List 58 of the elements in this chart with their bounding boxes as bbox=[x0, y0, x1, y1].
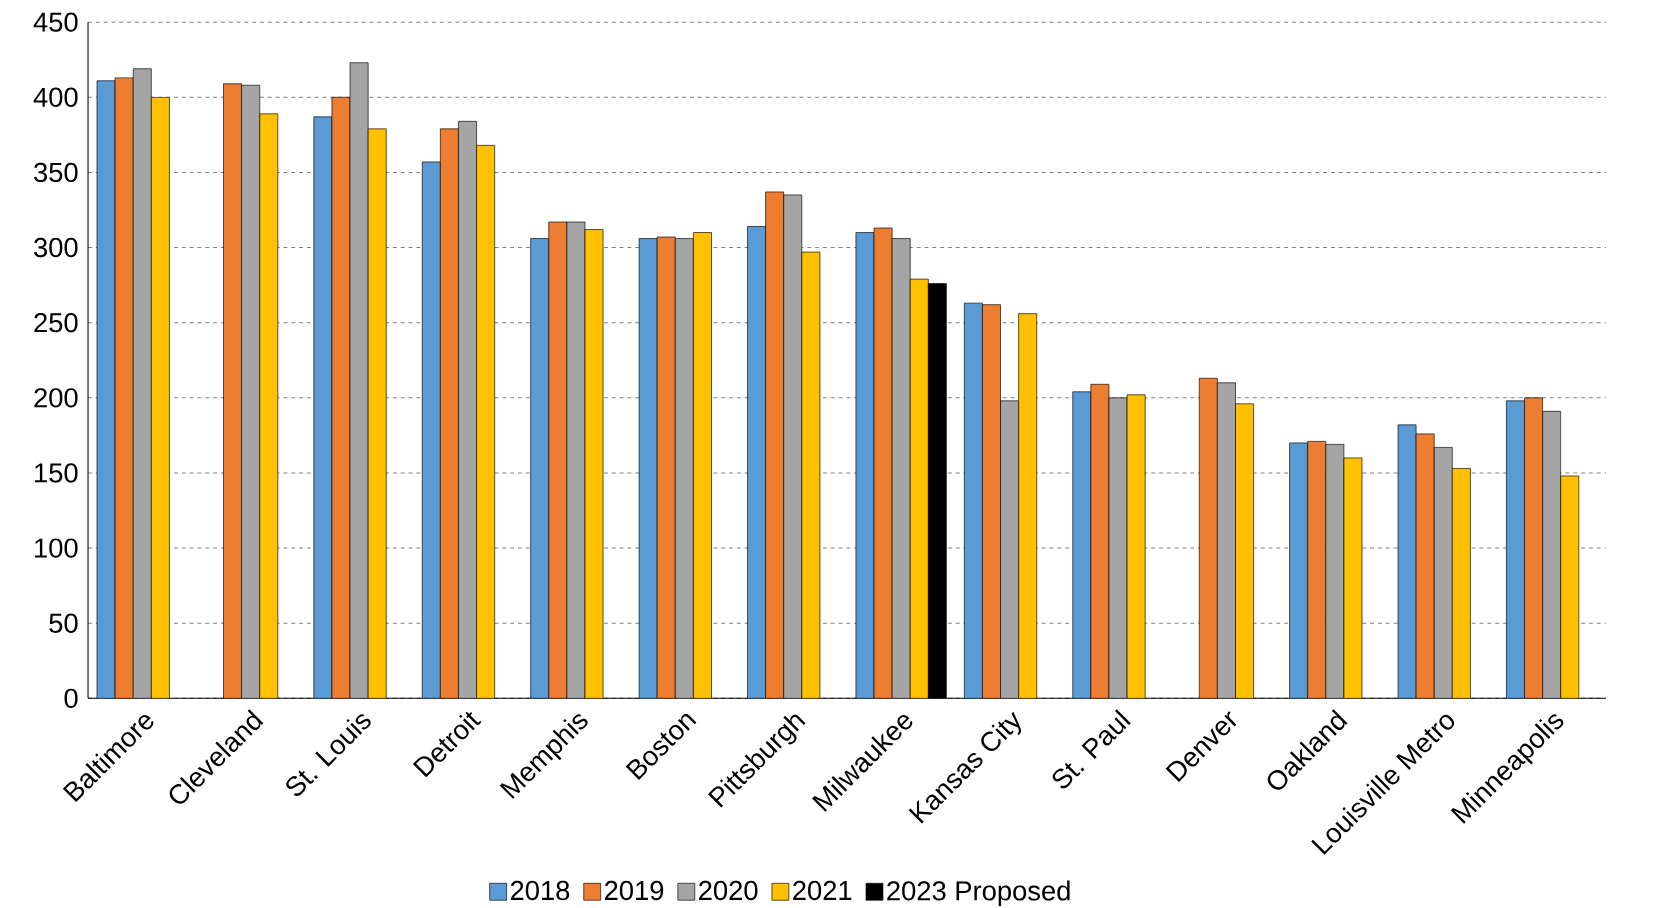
y-tick-label: 300 bbox=[34, 237, 78, 258]
bar bbox=[530, 238, 550, 699]
bar bbox=[150, 97, 170, 699]
bar bbox=[765, 191, 785, 699]
bar bbox=[1452, 468, 1471, 699]
bar bbox=[1018, 313, 1038, 699]
bar bbox=[241, 85, 261, 699]
y-tick-label: 200 bbox=[34, 388, 78, 408]
bar bbox=[1217, 382, 1236, 699]
y-tick-label: 400 bbox=[33, 87, 78, 108]
bar bbox=[638, 238, 658, 699]
bar bbox=[982, 304, 1001, 699]
bar bbox=[801, 251, 821, 699]
bar bbox=[747, 226, 766, 699]
bar bbox=[440, 128, 459, 699]
bar bbox=[132, 68, 152, 699]
bar bbox=[783, 194, 803, 699]
bar bbox=[476, 145, 495, 699]
y-tick-label: 100 bbox=[35, 538, 78, 558]
bar bbox=[1524, 397, 1543, 699]
bar bbox=[313, 116, 333, 699]
bar bbox=[548, 221, 568, 699]
bar bbox=[891, 238, 911, 699]
bar bbox=[259, 113, 279, 699]
bar bbox=[1198, 378, 1218, 699]
bar bbox=[1289, 442, 1309, 699]
bar bbox=[1126, 394, 1146, 699]
legend-label: 2020 bbox=[699, 880, 758, 901]
y-tick-label: 350 bbox=[34, 162, 78, 183]
legend-label: 2018 bbox=[510, 880, 570, 901]
y-tick-label: 450 bbox=[33, 12, 78, 32]
legend-label: 2023 Proposed bbox=[887, 880, 1070, 907]
bar bbox=[909, 278, 929, 699]
y-tick-label: 50 bbox=[49, 613, 78, 634]
bar bbox=[964, 302, 983, 699]
y-tick-label: 150 bbox=[35, 463, 78, 483]
bar bbox=[1307, 441, 1327, 699]
bar bbox=[1560, 475, 1580, 699]
y-tick-label: 0 bbox=[64, 688, 78, 709]
legend-label: 2021 bbox=[793, 880, 852, 901]
bar bbox=[458, 121, 477, 699]
bar bbox=[367, 128, 387, 699]
bar bbox=[1433, 447, 1453, 699]
bar bbox=[114, 77, 134, 699]
bar bbox=[1542, 411, 1562, 699]
y-tick-label: 250 bbox=[34, 313, 78, 333]
bar bbox=[421, 161, 441, 699]
bar bbox=[1235, 403, 1254, 699]
bar bbox=[1325, 444, 1345, 699]
bar bbox=[1415, 433, 1435, 699]
bar bbox=[1000, 400, 1019, 699]
bar bbox=[693, 232, 712, 699]
bar bbox=[656, 236, 676, 699]
bar bbox=[1072, 391, 1092, 699]
bar bbox=[223, 83, 242, 699]
legend-label: 2019 bbox=[604, 880, 664, 901]
bar bbox=[1506, 400, 1525, 699]
bar bbox=[674, 238, 694, 699]
